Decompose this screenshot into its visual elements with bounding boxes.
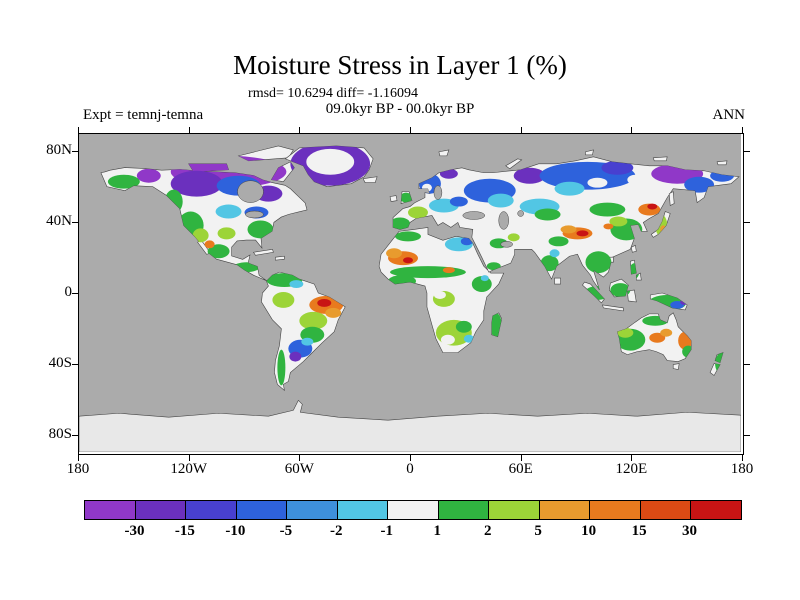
axis-tick-mark (72, 221, 78, 223)
colorbar-cell-8 (489, 501, 540, 519)
lat-tick-label: 40S (48, 355, 72, 372)
colorbar-cell-5 (337, 501, 389, 519)
lat-tick-label: 80S (48, 426, 72, 443)
rmsd-diff-stats: rmsd= 10.6294 diff= -1.16094 (248, 86, 418, 101)
experiment-label: Expt = temnj-temna (83, 107, 204, 123)
colorbar-tick-label: 15 (631, 523, 647, 539)
world-map (79, 134, 741, 452)
colorbar-tick-label: -1 (380, 523, 394, 539)
lon-tick-label: 180 (66, 461, 90, 477)
colorbar-tick-label: 30 (682, 523, 698, 539)
axis-tick-mark (72, 293, 78, 294)
axis-tick-mark (72, 435, 78, 437)
plot-title: Moisture Stress in Layer 1 (%) (233, 50, 567, 80)
axis-tick-mark (631, 127, 633, 133)
colorbar-cell-9 (539, 501, 591, 519)
persian-gulf (500, 241, 513, 248)
lon-tick-label: 120E (615, 461, 648, 477)
axis-tick-mark (188, 127, 190, 133)
axis-tick-mark (72, 150, 78, 152)
lon-tick-label: 0 (406, 461, 414, 477)
season-label: ANN (712, 107, 746, 123)
colorbar-tick-label: 5 (534, 523, 542, 539)
axis-tick-mark (744, 150, 750, 152)
colorbar (84, 500, 742, 520)
colorbar-tick-label: -30 (124, 523, 145, 539)
colorbar-tick-label: -2 (330, 523, 343, 539)
axis-tick-mark (742, 455, 743, 461)
colorbar-tick-label: -15 (174, 523, 195, 539)
axis-tick-mark (744, 435, 750, 437)
axis-tick-mark (410, 127, 411, 133)
colorbar-tick-label: 2 (483, 523, 492, 539)
axis-tick-mark (744, 364, 750, 366)
axis-tick-mark (742, 127, 743, 133)
axis-tick-mark (299, 127, 301, 133)
colorbar-cell-7 (438, 501, 490, 519)
colorbar-cell-3 (236, 501, 288, 519)
colorbar-tick-label: -5 (279, 523, 293, 539)
axis-tick-mark (72, 364, 78, 366)
colorbar-cell-6 (388, 501, 439, 519)
lon-tick-label: 60E (508, 461, 533, 477)
inland-seas (237, 180, 524, 248)
hudson-bay (237, 180, 264, 203)
axis-tick-mark (744, 293, 750, 294)
lat-tick-label: 80N (46, 141, 72, 158)
colorbar-cell-12 (691, 501, 741, 519)
axis-tick-mark (744, 221, 750, 223)
colorbar-tick-label: -10 (225, 523, 246, 539)
colorbar-cell-4 (287, 501, 338, 519)
axis-tick-mark (520, 127, 522, 133)
axis-tick-mark (631, 455, 633, 461)
lat-tick-label: 40N (46, 212, 72, 229)
colorbar-cell-10 (590, 501, 641, 519)
black-sea (462, 211, 486, 220)
lon-tick-label: 60W (284, 461, 314, 477)
great-lakes (245, 210, 264, 219)
colorbar-cell-2 (186, 501, 237, 519)
axis-tick-mark (78, 455, 79, 461)
map-frame (78, 133, 744, 455)
colorbar-cell-1 (135, 501, 187, 519)
axis-tick-mark (188, 455, 190, 461)
axis-tick-mark (410, 455, 411, 461)
aral-sea (517, 210, 524, 217)
colorbar-cell-0 (85, 501, 136, 519)
antarctica (79, 399, 741, 452)
axis-tick-mark (520, 455, 522, 461)
period-label: 09.0kyr BP - 00.0kyr BP (325, 101, 475, 117)
axis-tick-mark (78, 127, 79, 133)
caspian-sea (498, 211, 509, 230)
lon-tick-label: 180 (730, 461, 754, 477)
colorbar-tick-label: 10 (581, 523, 597, 539)
colorbar-cell-11 (640, 501, 692, 519)
lat-tick-label: 0 (64, 284, 73, 300)
colorbar-tick-label: 1 (433, 523, 441, 539)
baltic-sea (433, 185, 443, 200)
axis-tick-mark (299, 455, 301, 461)
lon-tick-label: 120W (170, 461, 207, 477)
